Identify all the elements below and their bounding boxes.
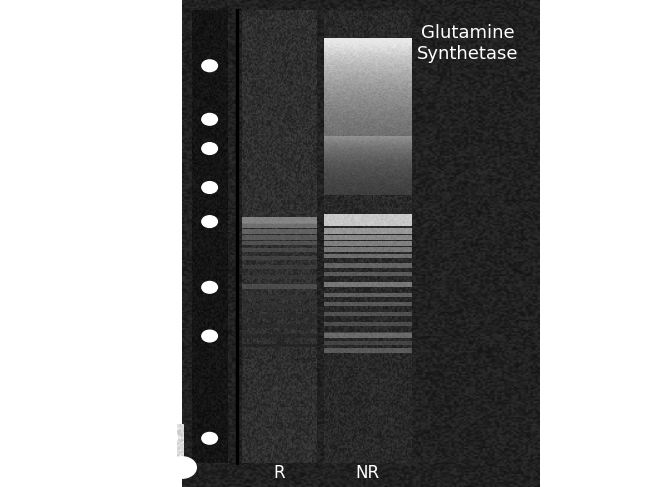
Text: 36 kD: 36 kD [140, 281, 179, 294]
Text: Glutamine
Synthetase: Glutamine Synthetase [417, 24, 519, 63]
Text: 72 kD: 72 kD [140, 181, 179, 194]
FancyBboxPatch shape [182, 0, 540, 487]
Circle shape [202, 113, 217, 125]
Text: 250 kD: 250 kD [131, 59, 179, 72]
Text: 55 kD: 55 kD [140, 215, 179, 228]
Text: 17 kD: 17 kD [140, 432, 179, 445]
Circle shape [202, 432, 217, 444]
Circle shape [202, 60, 217, 72]
Text: R: R [274, 465, 285, 482]
Text: 95 kD: 95 kD [140, 142, 179, 155]
Circle shape [202, 143, 217, 154]
Circle shape [202, 216, 217, 227]
Circle shape [202, 281, 217, 293]
Circle shape [168, 457, 196, 478]
Circle shape [202, 330, 217, 342]
Text: 130 kD: 130 kD [131, 113, 179, 126]
Text: NR: NR [355, 465, 380, 482]
Text: 28 kD: 28 kD [140, 330, 179, 342]
Circle shape [202, 182, 217, 193]
